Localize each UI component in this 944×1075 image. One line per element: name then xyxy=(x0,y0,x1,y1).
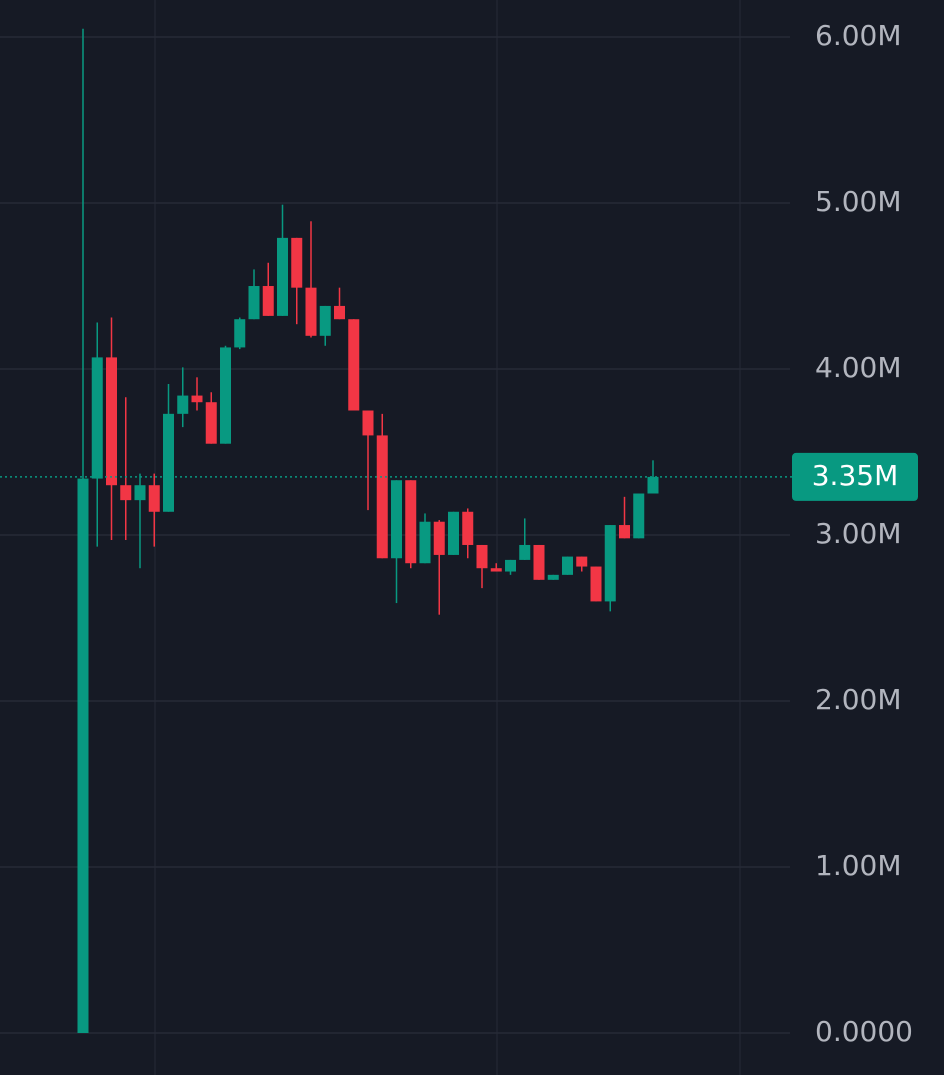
y-tick-label: 0.0000 xyxy=(815,1015,913,1048)
candle-body xyxy=(277,237,288,316)
candle-body xyxy=(205,402,217,444)
y-tick-label: 5.00M xyxy=(815,185,902,218)
candle-body xyxy=(476,544,488,569)
candle-body xyxy=(519,544,531,560)
candle-body xyxy=(490,568,502,572)
candle-body xyxy=(120,485,132,501)
candle-body xyxy=(220,347,231,444)
candle-body xyxy=(590,566,602,602)
candle-body xyxy=(305,287,317,336)
candle-body xyxy=(291,237,303,288)
candle-body xyxy=(362,410,374,436)
candle-body xyxy=(462,511,474,545)
candle-body xyxy=(576,556,588,567)
y-tick-label: 6.00M xyxy=(815,19,902,52)
candle-body xyxy=(77,478,89,1034)
candle-body xyxy=(633,493,645,539)
last-price-label: 3.35M xyxy=(812,459,899,492)
candle-body xyxy=(91,357,103,479)
candle-body xyxy=(448,511,459,555)
candle-body xyxy=(177,395,189,414)
candle-body xyxy=(419,521,431,564)
candle-body xyxy=(234,319,246,348)
candle-body xyxy=(163,413,174,512)
candle-body xyxy=(619,525,630,539)
candle-body xyxy=(148,485,160,512)
candle-body xyxy=(391,480,402,559)
candle-body xyxy=(106,357,117,486)
y-tick-label: 2.00M xyxy=(815,683,902,716)
candle-body xyxy=(191,395,203,403)
candle-body xyxy=(505,559,516,572)
candle-body xyxy=(604,525,616,602)
y-tick-label: 3.00M xyxy=(815,517,902,550)
candle-body xyxy=(533,544,545,580)
candle-body xyxy=(376,435,388,559)
y-tick-label: 4.00M xyxy=(815,351,902,384)
candle-body xyxy=(547,574,559,580)
candle-body xyxy=(348,319,360,411)
candle-body xyxy=(433,521,445,555)
candle-body xyxy=(562,556,573,575)
y-tick-label: 1.00M xyxy=(815,849,902,882)
candle-body xyxy=(319,305,331,336)
last-price-box xyxy=(792,452,918,501)
candle-body xyxy=(134,485,146,501)
candle-body xyxy=(647,476,659,494)
candle-body xyxy=(262,286,274,316)
candle-body xyxy=(334,305,345,320)
candle-body xyxy=(248,286,260,320)
candle-body xyxy=(405,480,417,564)
